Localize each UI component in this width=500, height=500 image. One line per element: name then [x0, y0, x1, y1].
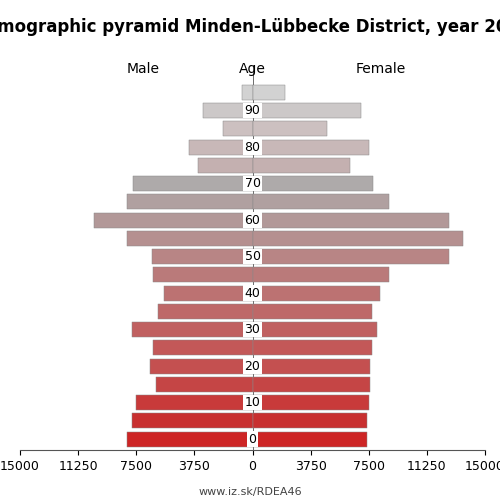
- Text: 40: 40: [244, 286, 260, 300]
- Bar: [252, 395, 369, 410]
- Bar: [136, 395, 252, 410]
- Bar: [252, 268, 389, 282]
- Bar: [150, 358, 252, 374]
- Bar: [94, 212, 252, 228]
- Bar: [252, 176, 374, 191]
- Bar: [252, 340, 372, 355]
- Bar: [252, 122, 327, 136]
- Bar: [252, 194, 389, 210]
- Text: 30: 30: [244, 323, 260, 336]
- Text: 70: 70: [244, 177, 260, 190]
- Text: 90: 90: [244, 104, 260, 117]
- Bar: [252, 304, 372, 319]
- Bar: [133, 176, 252, 191]
- Bar: [223, 122, 252, 136]
- Text: Age: Age: [239, 62, 266, 76]
- Bar: [132, 322, 252, 337]
- Bar: [203, 103, 252, 118]
- Bar: [252, 377, 370, 392]
- Text: 50: 50: [244, 250, 260, 263]
- Bar: [252, 322, 376, 337]
- Bar: [189, 140, 252, 154]
- Text: 80: 80: [244, 140, 260, 153]
- Bar: [242, 85, 252, 100]
- Bar: [127, 432, 252, 446]
- Bar: [252, 85, 285, 100]
- Bar: [154, 268, 252, 282]
- Bar: [252, 249, 450, 264]
- Bar: [252, 212, 450, 228]
- Text: Female: Female: [355, 62, 406, 76]
- Bar: [252, 414, 367, 428]
- Text: Male: Male: [126, 62, 160, 76]
- Bar: [198, 158, 252, 173]
- Text: 0: 0: [248, 432, 256, 446]
- Bar: [252, 432, 367, 446]
- Title: demographic pyramid Minden-Lübbecke District, year 2022: demographic pyramid Minden-Lübbecke Dist…: [0, 18, 500, 36]
- Bar: [156, 377, 252, 392]
- Bar: [127, 194, 252, 210]
- Bar: [132, 414, 252, 428]
- Bar: [152, 249, 252, 264]
- Text: www.iz.sk/RDEA46: www.iz.sk/RDEA46: [198, 488, 302, 498]
- Bar: [252, 158, 350, 173]
- Text: 20: 20: [244, 360, 260, 372]
- Bar: [252, 231, 464, 246]
- Text: 60: 60: [244, 214, 260, 226]
- Bar: [252, 140, 369, 154]
- Bar: [252, 286, 380, 300]
- Bar: [158, 304, 252, 319]
- Bar: [252, 103, 361, 118]
- Bar: [252, 358, 370, 374]
- Bar: [127, 231, 252, 246]
- Bar: [154, 340, 252, 355]
- Bar: [164, 286, 252, 300]
- Text: 10: 10: [244, 396, 260, 409]
